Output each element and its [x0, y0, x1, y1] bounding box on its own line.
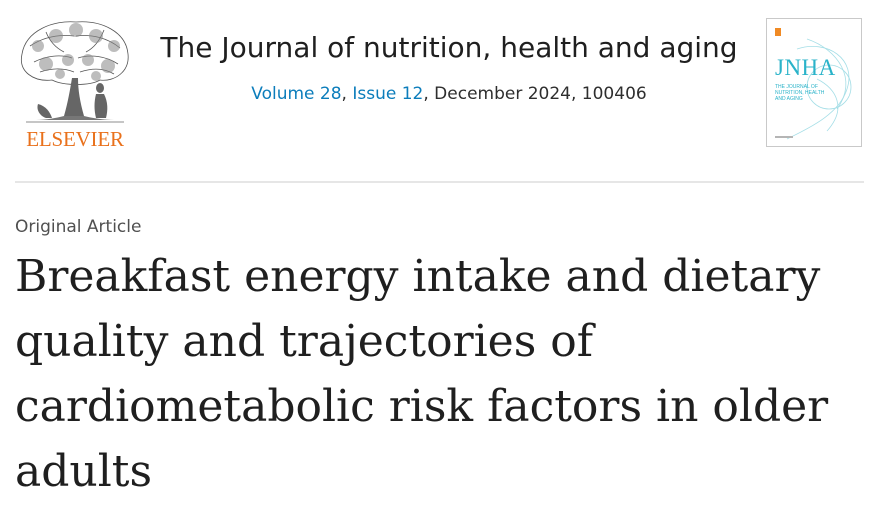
cover-footer-mark [775, 136, 793, 138]
issue-separator: , [341, 84, 353, 104]
article-title: Breakfast energy intake and dietary qual… [15, 251, 829, 497]
journal-header: ELSEVIER The Journal of nutrition, healt… [0, 0, 894, 183]
publisher-wordmark: ELSEVIER [26, 127, 124, 151]
cover-publisher-mark [775, 28, 781, 36]
journal-cover-image[interactable]: JNHA THE JOURNAL OF NUTRITION, HEALTH AN… [766, 18, 862, 147]
cover-decoration [786, 38, 852, 140]
article-type-label: Original Article [15, 217, 142, 237]
cover-abbreviation: JNHA [775, 55, 836, 80]
cover-subtitle: THE JOURNAL OF NUTRITION, HEALTH AND AGI… [775, 84, 825, 102]
issue-line: Volume 28, Issue 12, December 2024, 1004… [150, 82, 748, 106]
issue-date-id: December 2024, 100406 [434, 84, 647, 104]
publisher-logo[interactable]: ELSEVIER [16, 16, 134, 152]
tree-of-knowledge-icon [21, 21, 129, 123]
issue-separator-2: , [423, 84, 435, 104]
journal-info: The Journal of nutrition, health and agi… [150, 26, 748, 106]
issue-link[interactable]: Issue 12 [352, 84, 424, 104]
header-divider [15, 181, 864, 183]
volume-link[interactable]: Volume 28 [251, 84, 342, 104]
journal-title-link[interactable]: The Journal of nutrition, health and agi… [160, 31, 738, 64]
